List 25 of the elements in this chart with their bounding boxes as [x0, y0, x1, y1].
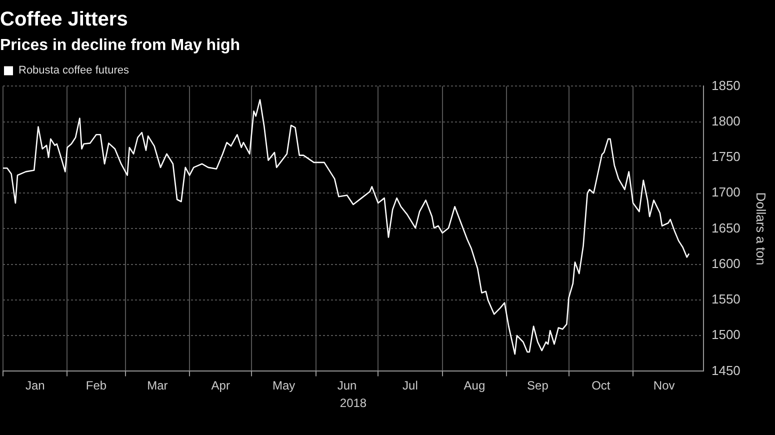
x-tick-label: Jan: [25, 378, 45, 393]
legend-label: Robusta coffee futures: [18, 64, 130, 77]
x-tick-label: Feb: [86, 378, 107, 393]
y-tick-label: 1850: [711, 78, 740, 93]
x-tick-label: Aug: [464, 378, 486, 393]
x-tick-label: Apr: [211, 378, 230, 393]
x-tick-label: Oct: [592, 378, 611, 393]
x-tick-label: Nov: [653, 378, 675, 393]
x-tick-label: Jul: [402, 378, 418, 393]
x-tick-label: May: [272, 378, 296, 393]
y-axis-title: Dollars a ton: [754, 192, 769, 266]
chart-title: Coffee Jitters: [0, 8, 128, 31]
x-tick-label: Jun: [337, 378, 357, 393]
x-tick-label: Mar: [147, 378, 168, 393]
y-tick-label: 1500: [711, 327, 740, 342]
y-tick-label: 1600: [711, 256, 740, 271]
y-tick-label: 1750: [711, 149, 740, 164]
y-tick-label: 1650: [711, 220, 740, 236]
x-tick-label: Sep: [527, 378, 549, 393]
y-tick-label: 1550: [711, 292, 740, 307]
x-axis-title: 2018: [340, 396, 367, 410]
chart-subtitle: Prices in decline from May high: [0, 37, 240, 54]
y-tick-label: 1700: [711, 184, 740, 200]
y-tick-label: 1450: [711, 362, 740, 378]
y-tick-label: 1800: [711, 113, 740, 128]
